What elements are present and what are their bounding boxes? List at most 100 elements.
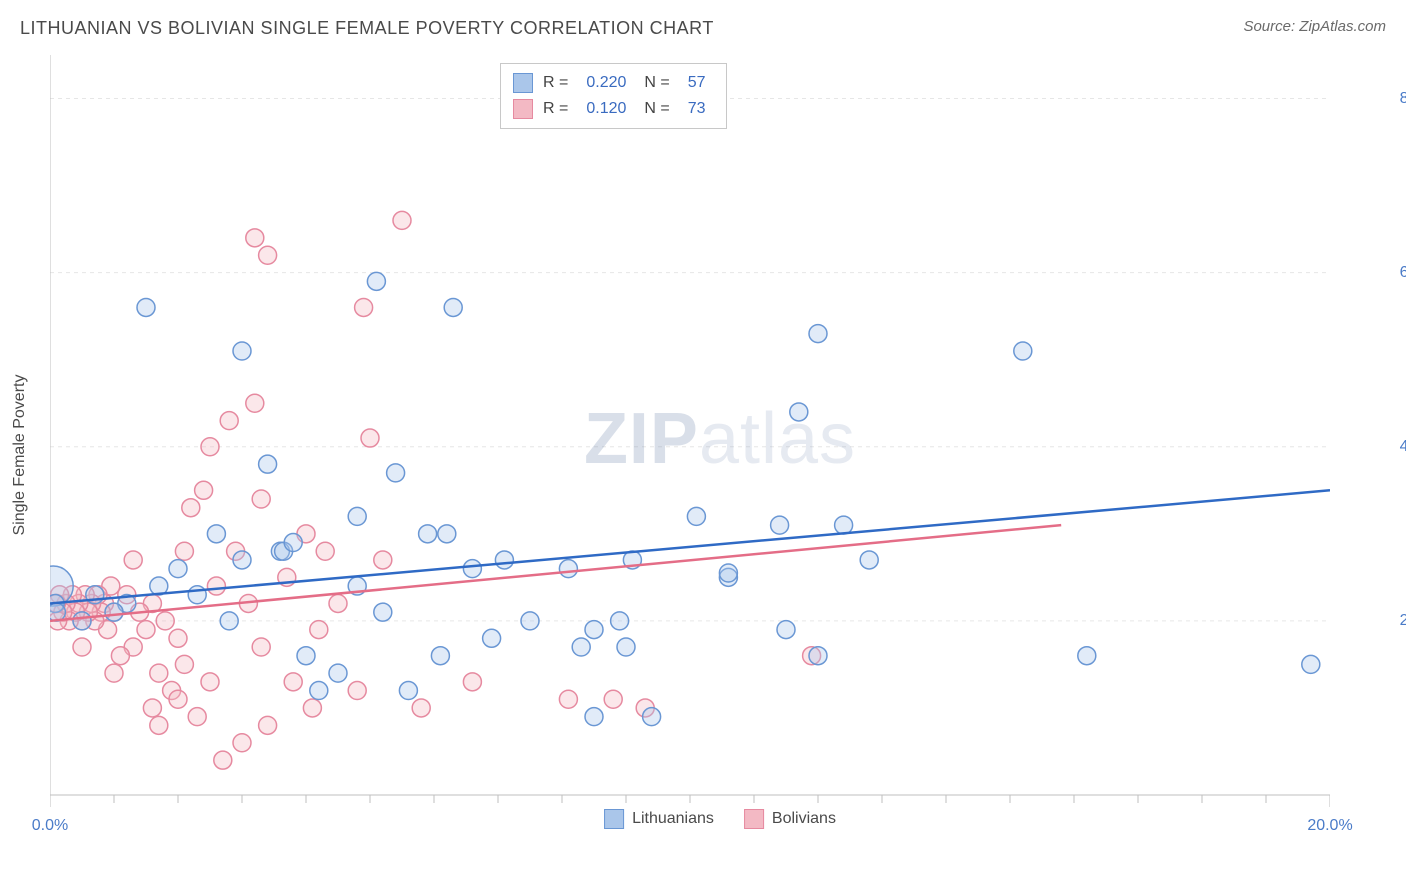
data-point xyxy=(777,621,795,639)
data-point xyxy=(111,647,129,665)
legend-r-label: R = xyxy=(543,100,568,118)
chart-title: LITHUANIAN VS BOLIVIAN SINGLE FEMALE POV… xyxy=(20,18,714,39)
legend-stat-row: R =0.120N =73 xyxy=(513,96,714,122)
data-point xyxy=(329,664,347,682)
legend-item: Lithuanians xyxy=(604,809,714,829)
data-point xyxy=(303,699,321,717)
legend-series: Lithuanians Bolivians xyxy=(604,809,836,829)
legend-swatch xyxy=(513,99,533,119)
data-point xyxy=(220,612,238,630)
data-point xyxy=(188,708,206,726)
data-point xyxy=(771,516,789,534)
trend-line xyxy=(50,525,1061,621)
data-point xyxy=(137,298,155,316)
data-point xyxy=(207,525,225,543)
data-point xyxy=(348,507,366,525)
data-point xyxy=(604,690,622,708)
data-point xyxy=(233,342,251,360)
legend-label: Lithuanians xyxy=(632,810,714,828)
data-point xyxy=(214,751,232,769)
data-point xyxy=(559,690,577,708)
data-point xyxy=(348,682,366,700)
legend-r-value: 0.120 xyxy=(586,100,626,118)
data-point xyxy=(809,325,827,343)
data-point xyxy=(1078,647,1096,665)
data-point xyxy=(790,403,808,421)
data-point xyxy=(259,716,277,734)
data-point xyxy=(463,673,481,691)
legend-swatch xyxy=(604,809,624,829)
data-point xyxy=(143,699,161,717)
data-point xyxy=(105,664,123,682)
data-point xyxy=(169,629,187,647)
data-point xyxy=(246,229,264,247)
legend-stat-row: R =0.220N =57 xyxy=(513,70,714,96)
data-point xyxy=(367,272,385,290)
data-point xyxy=(233,551,251,569)
data-point xyxy=(188,586,206,604)
data-point xyxy=(611,612,629,630)
data-point xyxy=(835,516,853,534)
data-point xyxy=(687,507,705,525)
legend-swatch xyxy=(744,809,764,829)
data-point xyxy=(399,682,417,700)
data-point xyxy=(361,429,379,447)
data-point xyxy=(719,564,737,582)
data-point xyxy=(329,594,347,612)
legend-n-value: 57 xyxy=(688,74,706,92)
data-point xyxy=(233,734,251,752)
chart-area: Single Female Poverty ZIPatlas R =0.220N… xyxy=(50,55,1390,855)
data-point xyxy=(585,708,603,726)
data-point xyxy=(246,394,264,412)
data-point xyxy=(259,246,277,264)
data-point xyxy=(355,298,373,316)
data-point xyxy=(809,647,827,665)
data-point xyxy=(284,673,302,691)
data-point xyxy=(252,638,270,656)
data-point xyxy=(521,612,539,630)
legend-r-label: R = xyxy=(543,74,568,92)
data-point xyxy=(73,638,91,656)
data-point xyxy=(156,612,174,630)
data-point xyxy=(150,716,168,734)
data-point xyxy=(175,655,193,673)
scatter-plot-svg xyxy=(50,55,1330,815)
data-point xyxy=(150,664,168,682)
data-point xyxy=(201,438,219,456)
legend-item: Bolivians xyxy=(744,809,836,829)
data-point xyxy=(643,708,661,726)
data-point xyxy=(195,481,213,499)
legend-n-label: N = xyxy=(644,74,669,92)
data-point xyxy=(419,525,437,543)
data-point xyxy=(182,499,200,517)
data-point xyxy=(374,551,392,569)
data-point xyxy=(169,690,187,708)
y-axis-label: Single Female Poverty xyxy=(11,375,29,536)
legend-n-value: 73 xyxy=(688,100,706,118)
data-point xyxy=(585,621,603,639)
header: LITHUANIAN VS BOLIVIAN SINGLE FEMALE POV… xyxy=(0,0,1406,39)
data-point xyxy=(374,603,392,621)
data-point xyxy=(860,551,878,569)
data-point xyxy=(444,298,462,316)
data-point xyxy=(284,534,302,552)
data-point xyxy=(495,551,513,569)
data-point xyxy=(412,699,430,717)
data-point xyxy=(572,638,590,656)
data-point xyxy=(387,464,405,482)
data-point xyxy=(463,560,481,578)
legend-stats: R =0.220N =57R =0.120N =73 xyxy=(500,63,727,129)
data-point xyxy=(438,525,456,543)
y-tick-label: 40.0% xyxy=(1400,438,1406,456)
data-point xyxy=(207,577,225,595)
data-point xyxy=(105,603,123,621)
data-point xyxy=(393,211,411,229)
data-point xyxy=(316,542,334,560)
y-tick-label: 80.0% xyxy=(1400,90,1406,108)
data-point xyxy=(73,612,91,630)
data-point xyxy=(201,673,219,691)
data-point xyxy=(310,682,328,700)
data-point xyxy=(137,621,155,639)
data-point xyxy=(431,647,449,665)
x-tick-label: 0.0% xyxy=(32,817,68,835)
